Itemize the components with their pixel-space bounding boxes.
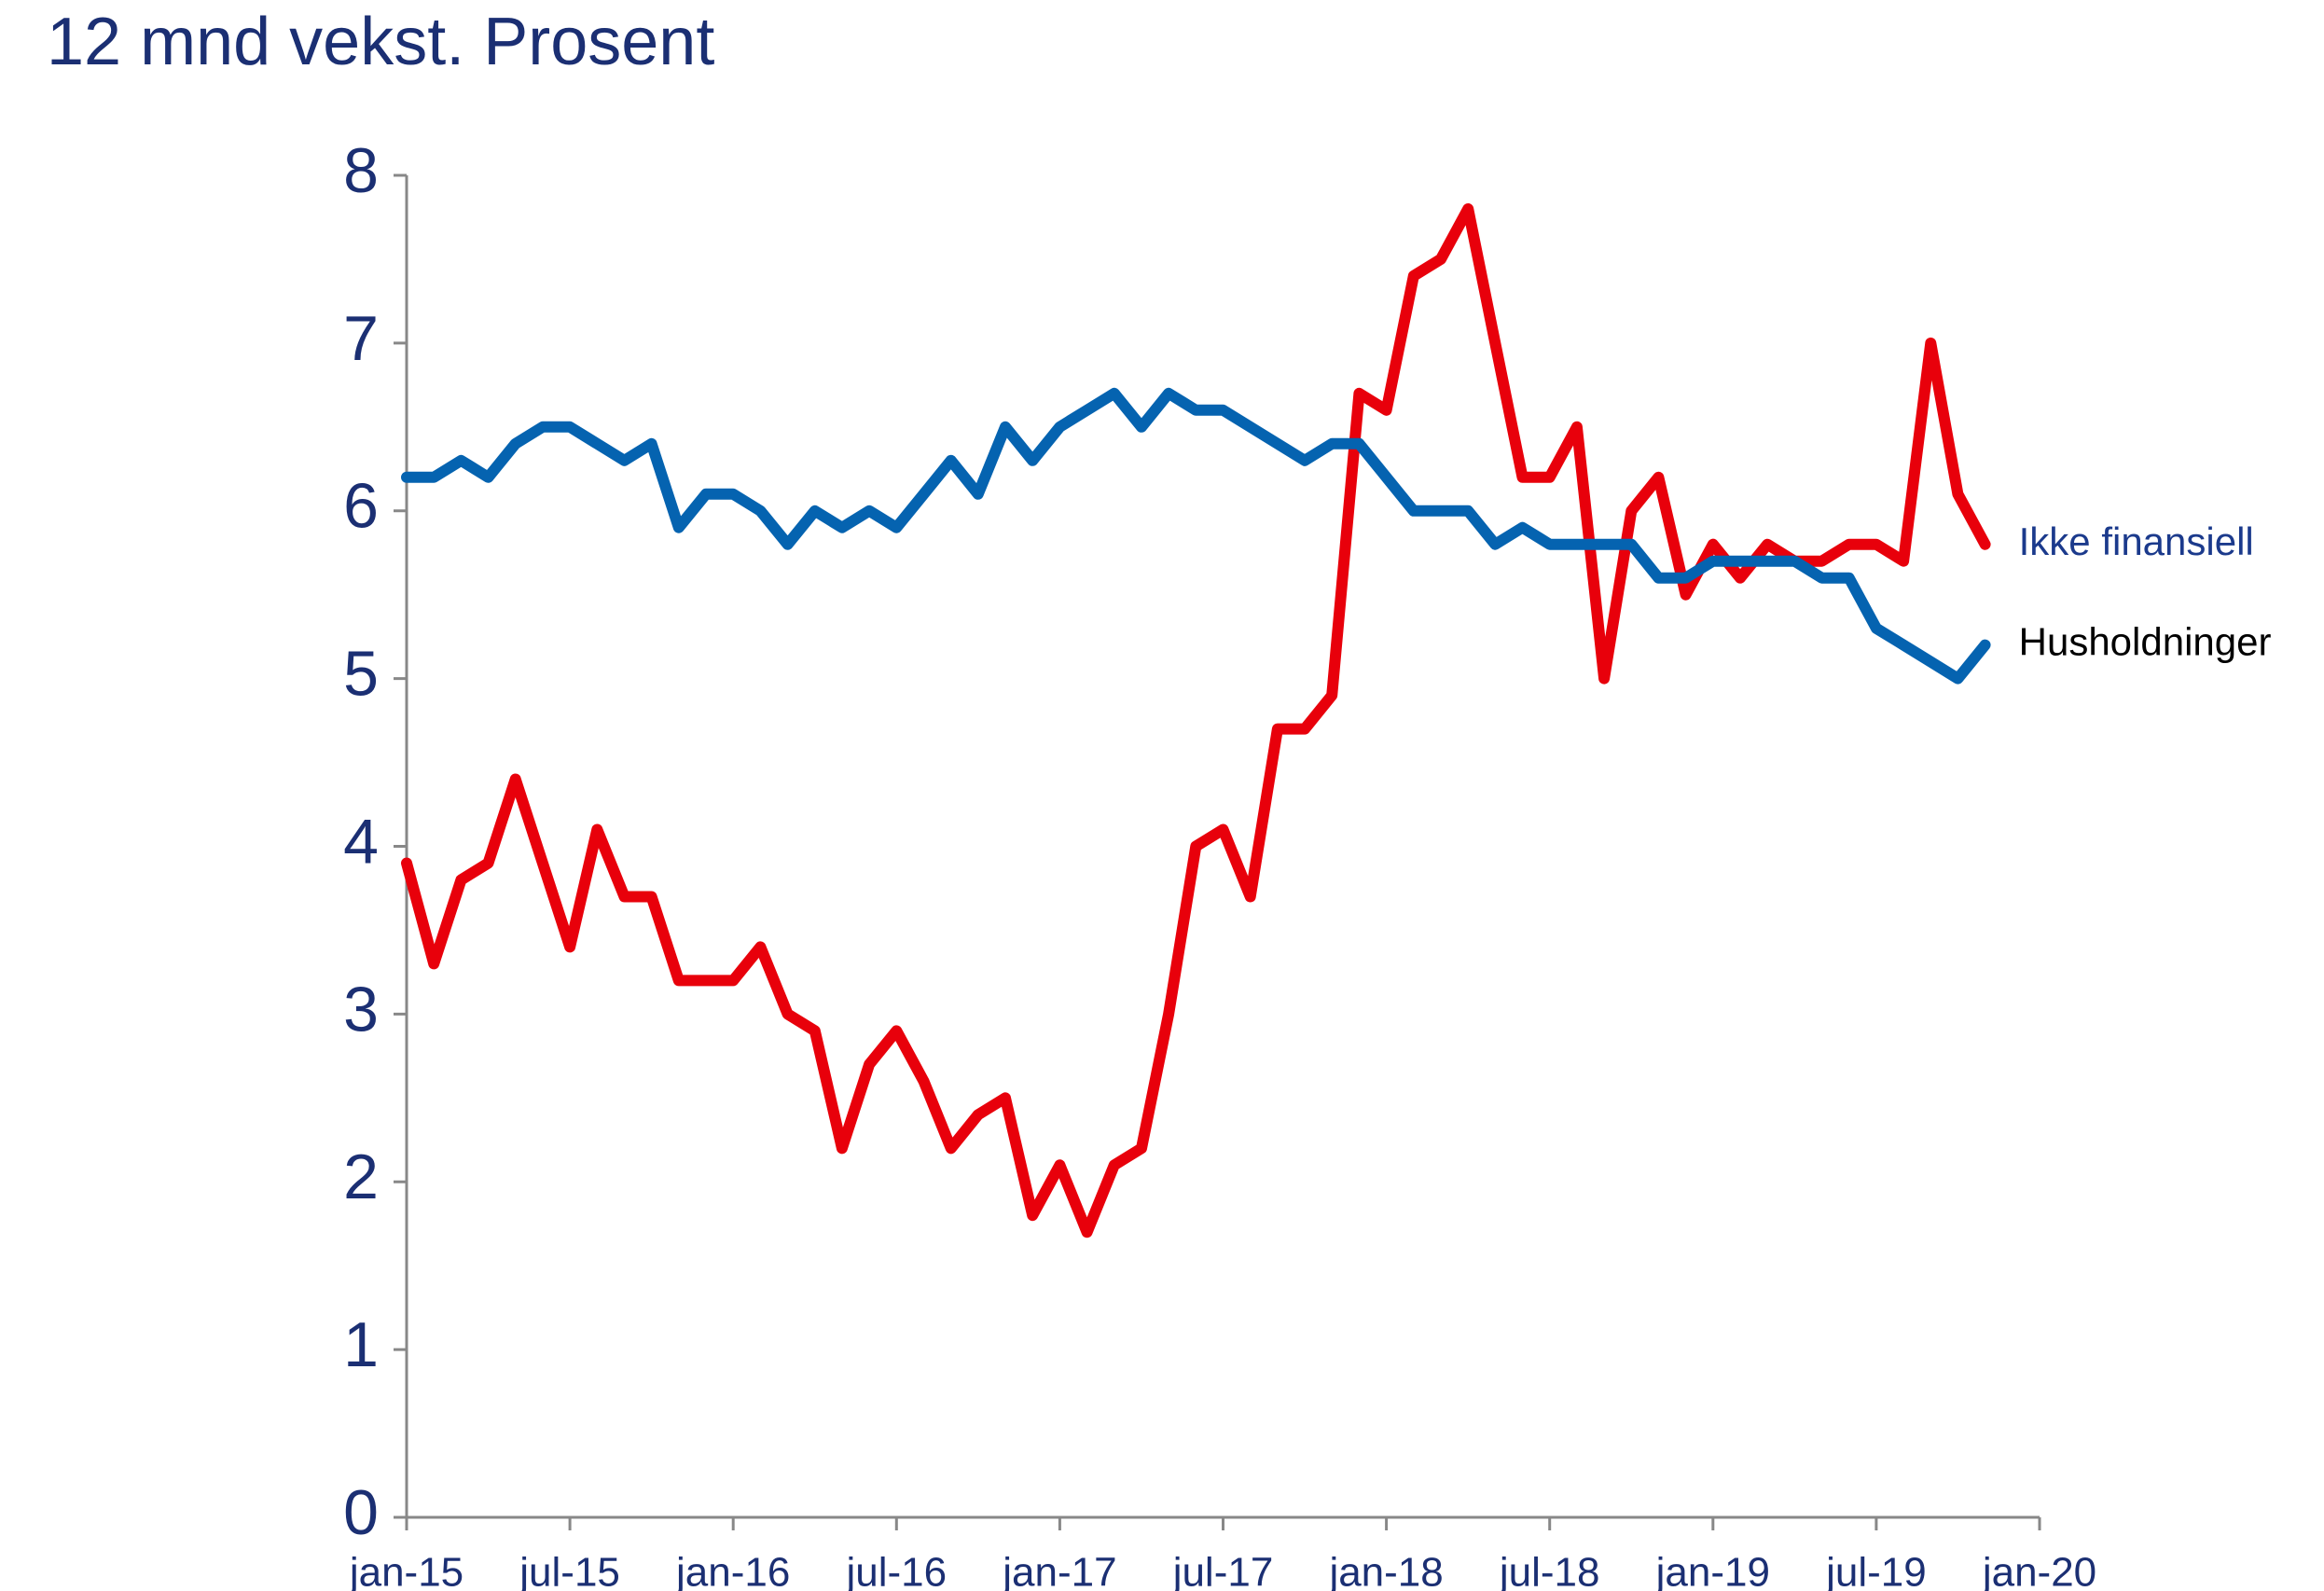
y-tick-label: 0 [343, 1477, 379, 1548]
x-tick-label: jul-16 [844, 1550, 947, 1591]
x-tick-label: jul-17 [1171, 1550, 1274, 1591]
x-tick-label: jan-17 [1001, 1550, 1116, 1591]
series-line [401, 203, 1991, 1238]
y-tick-label: 4 [343, 806, 379, 877]
x-tick-label: jul-19 [1824, 1550, 1927, 1591]
x-tick-label: jan-16 [674, 1550, 790, 1591]
x-tick-label: jul-15 [518, 1550, 620, 1591]
series-line [401, 387, 1991, 685]
y-tick-label: 3 [343, 974, 379, 1045]
y-tick-label: 2 [343, 1141, 379, 1212]
y-tick-label: 8 [343, 135, 379, 206]
y-tick-label: 7 [343, 303, 379, 374]
x-tick-label: jan-19 [1654, 1550, 1770, 1591]
y-tick-label: 5 [343, 639, 379, 710]
x-tick-label: jan-20 [1981, 1550, 2096, 1591]
chart-title: 12 mnd vekst. Prosent [47, 5, 714, 79]
x-tick-label: jan-18 [1327, 1550, 1443, 1591]
x-tick-label: jan-15 [348, 1550, 463, 1591]
series-label: Ikke finansiell [2019, 519, 2254, 563]
x-tick-label: jul-18 [1498, 1550, 1600, 1591]
series-label: Husholdninger [2019, 620, 2272, 664]
y-tick-label: 1 [343, 1309, 379, 1380]
y-tick-label: 6 [343, 471, 379, 542]
